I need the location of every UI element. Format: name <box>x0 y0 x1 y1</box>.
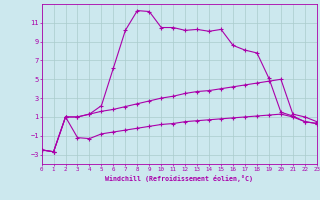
X-axis label: Windchill (Refroidissement éolien,°C): Windchill (Refroidissement éolien,°C) <box>105 175 253 182</box>
